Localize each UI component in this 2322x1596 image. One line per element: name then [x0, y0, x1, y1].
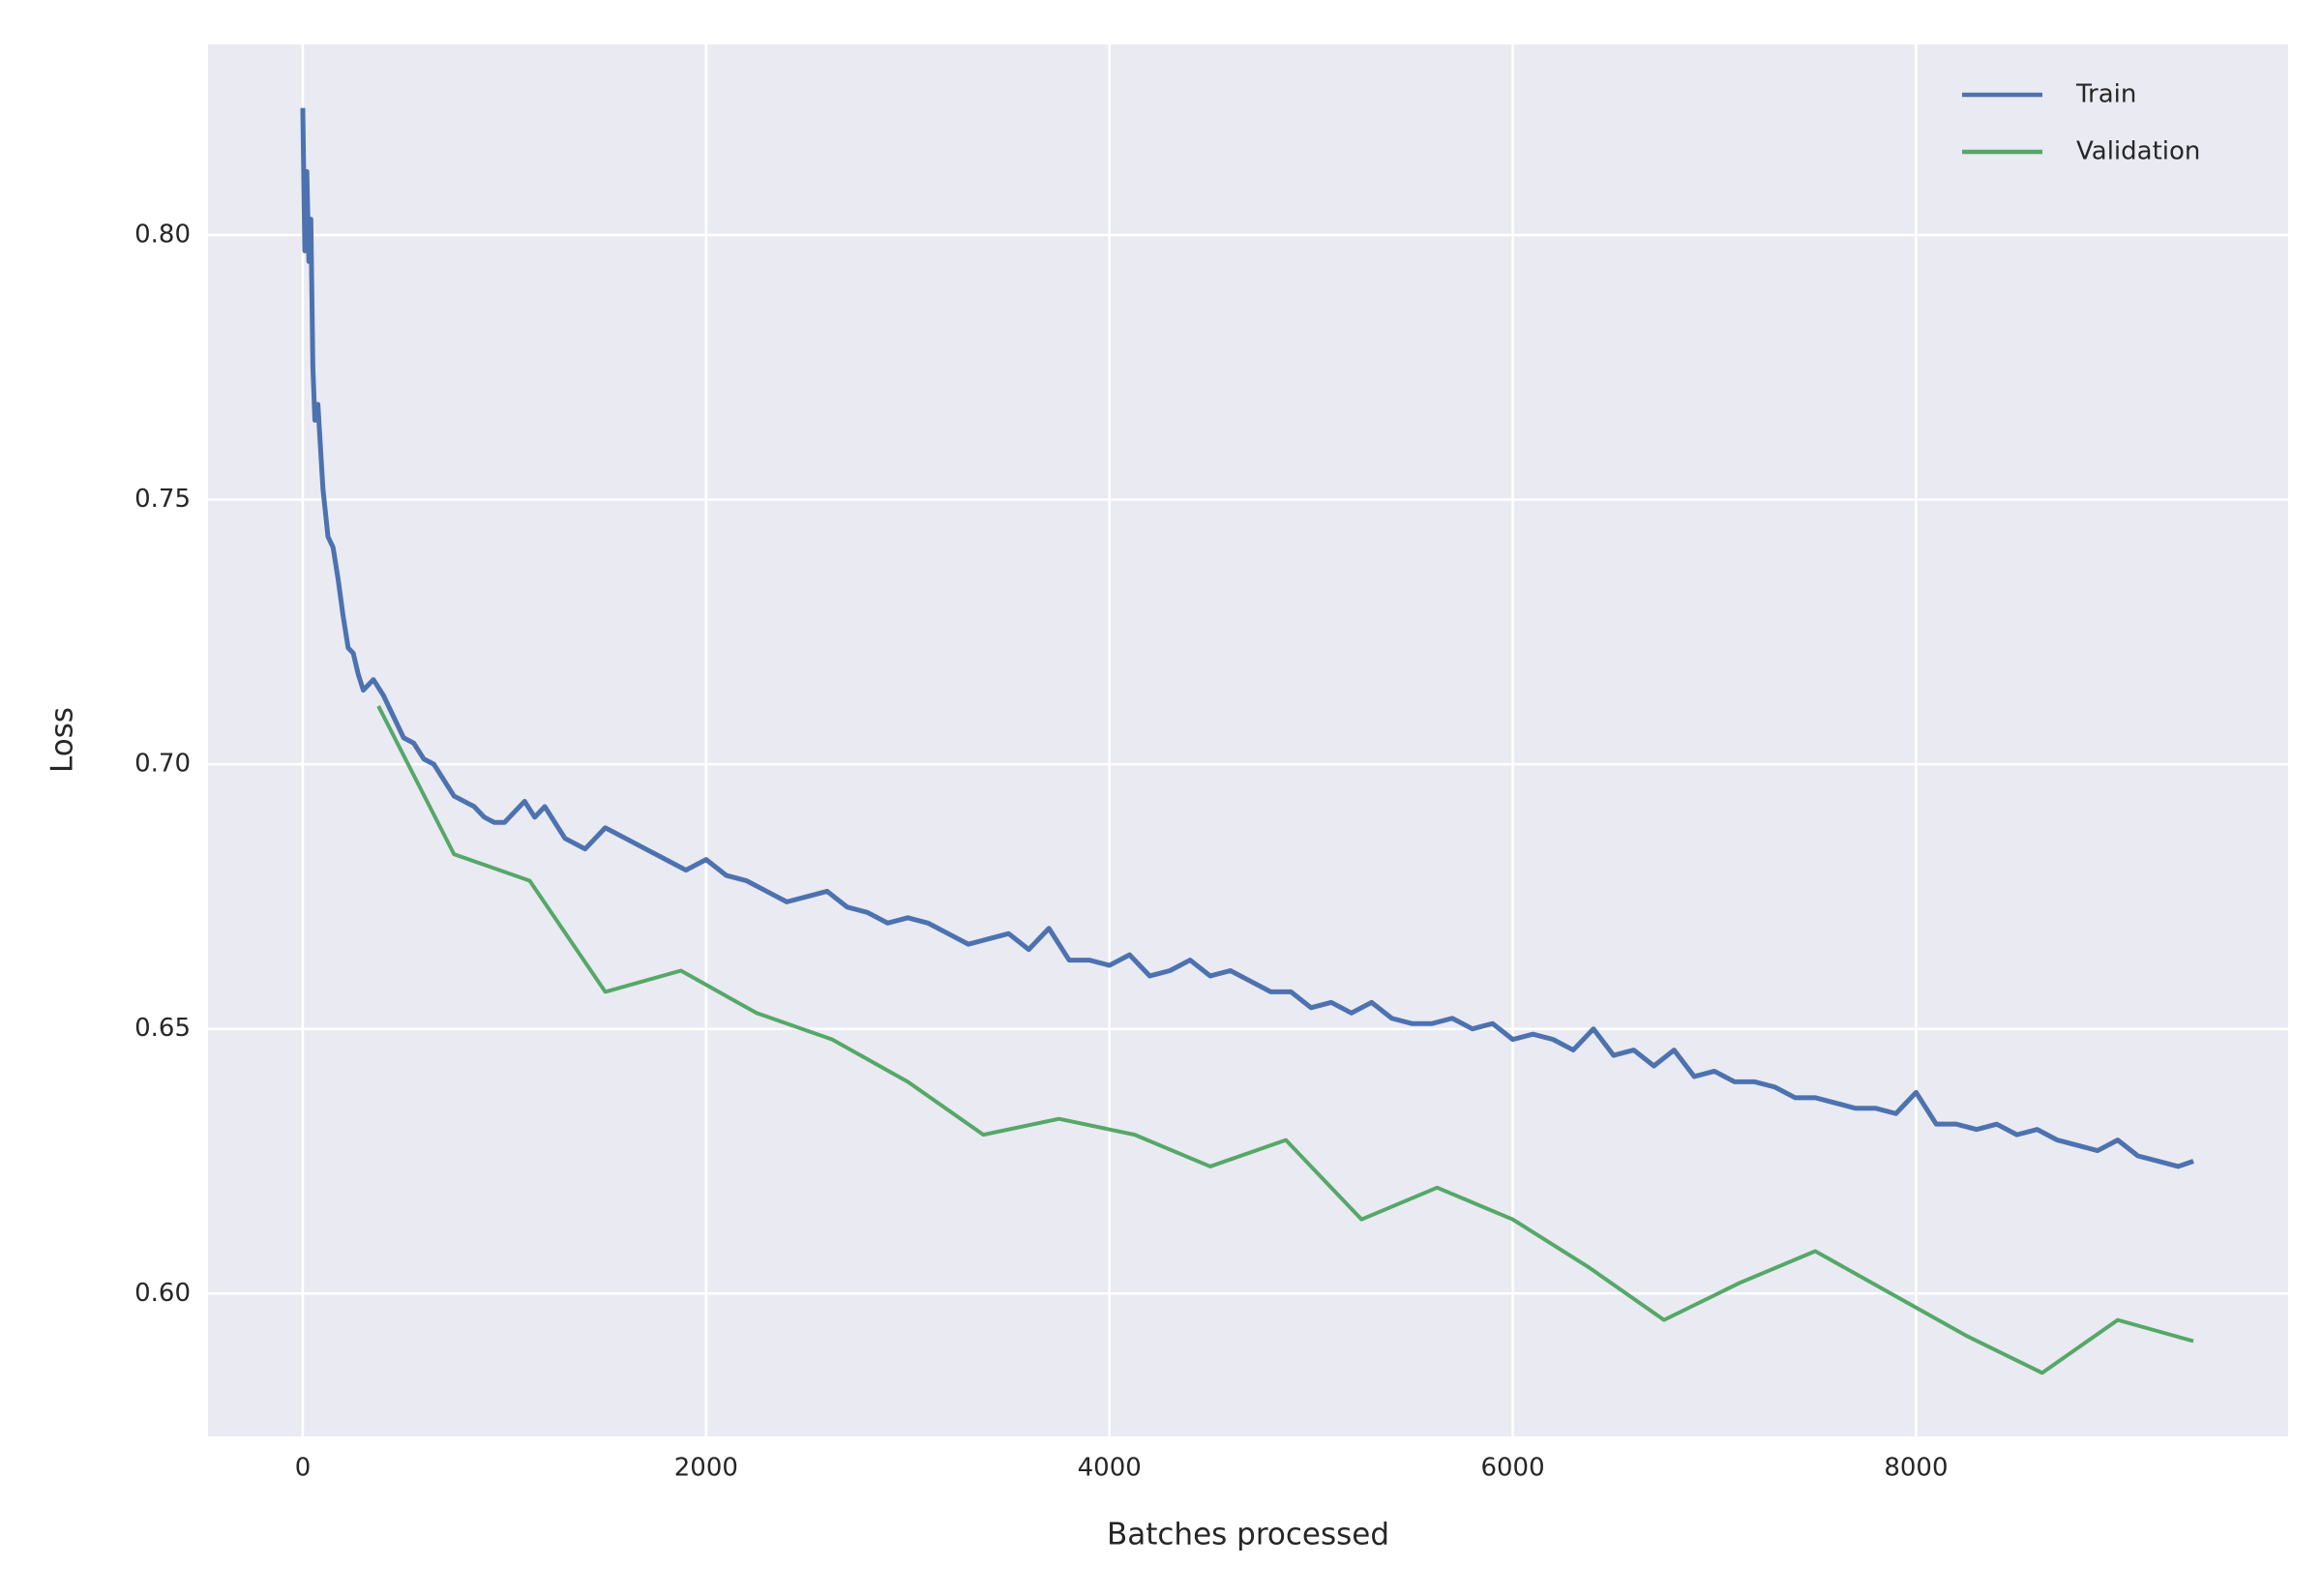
x-tick-label: 6000	[1480, 1454, 1544, 1483]
x-tick-label: 8000	[1884, 1454, 1948, 1483]
y-tick-label: 0.75	[134, 485, 191, 514]
y-tick-label: 0.70	[134, 750, 191, 779]
series-line	[376, 705, 2194, 1375]
legend-label: Validation	[2076, 137, 2200, 166]
y-tick-label: 0.80	[134, 220, 191, 249]
x-tick-label: 4000	[1078, 1454, 1142, 1483]
series-line	[300, 107, 2194, 1169]
lines	[300, 107, 2194, 1375]
x-tick-label: 0	[295, 1454, 312, 1483]
plot-area	[208, 44, 2288, 1436]
x-tick-label: 2000	[674, 1454, 738, 1483]
x-axis-label: Batches processed	[1107, 1518, 1389, 1552]
legend-label: Train	[2075, 80, 2136, 109]
y-tick-label: 0.60	[134, 1279, 191, 1308]
y-axis-label: Loss	[45, 707, 80, 773]
y-tick-label: 0.65	[134, 1014, 191, 1043]
grid	[208, 44, 2288, 1436]
legend: Train Validation	[1962, 80, 2200, 166]
